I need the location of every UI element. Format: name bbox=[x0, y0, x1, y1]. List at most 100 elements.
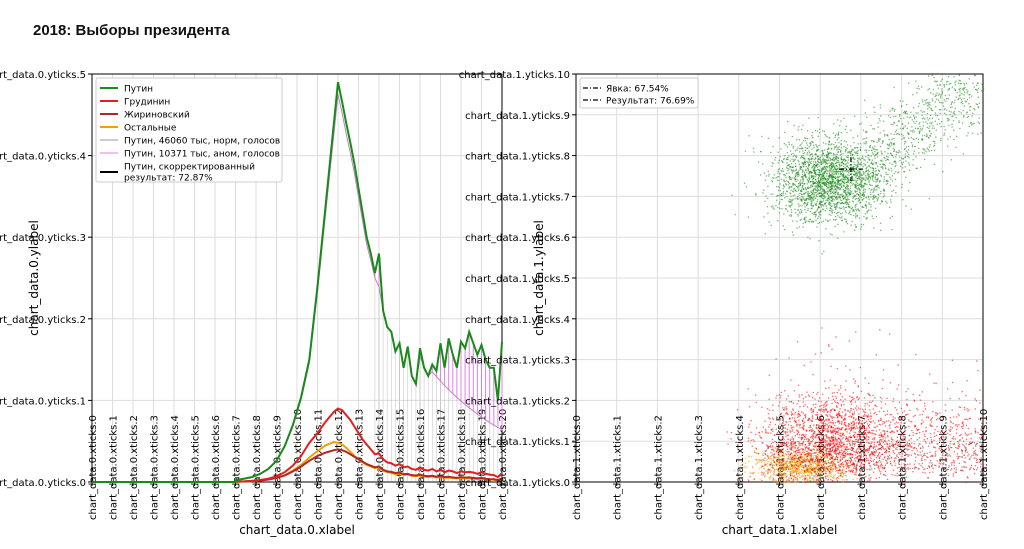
point-grudinin bbox=[973, 452, 975, 454]
point-grudinin bbox=[932, 410, 934, 413]
point-grudinin bbox=[837, 430, 839, 432]
point-grudinin bbox=[802, 427, 804, 429]
point-grudinin bbox=[790, 414, 793, 416]
point-grudinin bbox=[747, 388, 749, 390]
point-others bbox=[747, 478, 749, 481]
point-putin bbox=[850, 214, 852, 216]
point-grudinin bbox=[802, 405, 805, 408]
point-grudinin bbox=[792, 438, 795, 440]
point-putin bbox=[771, 180, 773, 182]
point-grudinin bbox=[871, 429, 873, 432]
point-others bbox=[790, 463, 792, 465]
point-zhirinovsky bbox=[841, 442, 843, 444]
point-grudinin bbox=[849, 435, 851, 437]
point-grudinin bbox=[815, 427, 817, 429]
point-grudinin bbox=[780, 445, 782, 447]
point-others bbox=[788, 466, 790, 468]
point-grudinin bbox=[881, 397, 883, 400]
point-putin bbox=[858, 175, 861, 177]
point-grudinin bbox=[897, 422, 899, 424]
point-putin bbox=[780, 170, 783, 172]
point-grudinin bbox=[841, 422, 843, 424]
right-x-tick-label: chart_data.1.xticks.3 bbox=[694, 415, 705, 520]
point-grudinin bbox=[852, 470, 855, 472]
point-grudinin bbox=[898, 401, 901, 403]
point-putin bbox=[801, 142, 803, 144]
point-putin bbox=[889, 184, 892, 186]
point-putin bbox=[834, 188, 836, 190]
point-grudinin bbox=[853, 433, 856, 436]
point-grudinin bbox=[884, 421, 886, 423]
point-grudinin bbox=[839, 459, 842, 462]
point-others bbox=[749, 471, 751, 473]
point-others bbox=[791, 464, 794, 466]
point-grudinin bbox=[807, 440, 809, 443]
point-putin bbox=[849, 151, 851, 153]
point-putin bbox=[854, 198, 856, 200]
point-grudinin bbox=[838, 414, 841, 417]
point-grudinin bbox=[855, 418, 857, 420]
point-others bbox=[777, 459, 780, 462]
point-grudinin bbox=[730, 431, 733, 434]
point-grudinin bbox=[750, 439, 752, 442]
point-grudinin bbox=[785, 421, 787, 423]
point-grudinin bbox=[960, 406, 962, 409]
point-grudinin bbox=[860, 464, 862, 466]
point-grudinin bbox=[804, 413, 807, 416]
point-grudinin bbox=[878, 423, 880, 426]
point-grudinin bbox=[880, 461, 882, 463]
point-grudinin bbox=[829, 481, 831, 483]
point-grudinin bbox=[825, 414, 827, 416]
point-putin bbox=[834, 162, 837, 165]
point-grudinin bbox=[849, 460, 851, 462]
point-grudinin bbox=[796, 416, 799, 419]
point-putin bbox=[767, 197, 769, 200]
point-grudinin bbox=[952, 438, 955, 440]
point-putin bbox=[851, 178, 853, 180]
point-zhirinovsky bbox=[886, 460, 888, 462]
point-putin bbox=[780, 194, 783, 196]
point-zhirinovsky bbox=[934, 452, 936, 454]
point-putin bbox=[792, 184, 794, 186]
point-grudinin bbox=[936, 460, 938, 462]
point-grudinin bbox=[832, 451, 835, 453]
point-others bbox=[781, 452, 784, 454]
point-putin bbox=[872, 147, 875, 150]
point-putin bbox=[829, 201, 831, 203]
point-grudinin bbox=[856, 405, 858, 407]
point-grudinin bbox=[804, 415, 807, 417]
point-grudinin bbox=[837, 441, 839, 443]
point-grudinin bbox=[909, 443, 911, 446]
point-grudinin bbox=[831, 454, 833, 456]
point-grudinin bbox=[823, 406, 825, 409]
point-zhirinovsky bbox=[842, 443, 845, 446]
point-zhirinovsky bbox=[858, 466, 861, 468]
point-grudinin bbox=[855, 439, 857, 441]
point-putin bbox=[859, 189, 861, 191]
point-putin bbox=[812, 158, 814, 160]
point-grudinin bbox=[776, 419, 778, 421]
point-putin bbox=[859, 179, 861, 181]
point-grudinin bbox=[769, 421, 772, 423]
point-grudinin bbox=[840, 472, 842, 475]
point-grudinin bbox=[796, 429, 798, 431]
point-grudinin bbox=[807, 419, 809, 422]
point-grudinin bbox=[834, 437, 837, 440]
point-others bbox=[797, 461, 800, 463]
point-grudinin bbox=[852, 434, 855, 437]
point-others bbox=[782, 470, 784, 472]
point-grudinin bbox=[834, 384, 836, 387]
point-putin bbox=[854, 174, 856, 176]
point-grudinin bbox=[866, 423, 869, 425]
point-grudinin bbox=[812, 433, 814, 435]
point-grudinin bbox=[821, 422, 824, 424]
point-zhirinovsky bbox=[891, 445, 894, 448]
point-grudinin bbox=[840, 387, 842, 389]
point-putin bbox=[824, 196, 826, 198]
point-others bbox=[787, 466, 789, 468]
point-putin bbox=[817, 189, 819, 191]
point-grudinin bbox=[824, 444, 827, 446]
point-grudinin bbox=[787, 424, 790, 426]
point-grudinin bbox=[825, 467, 827, 469]
point-grudinin bbox=[978, 418, 980, 420]
